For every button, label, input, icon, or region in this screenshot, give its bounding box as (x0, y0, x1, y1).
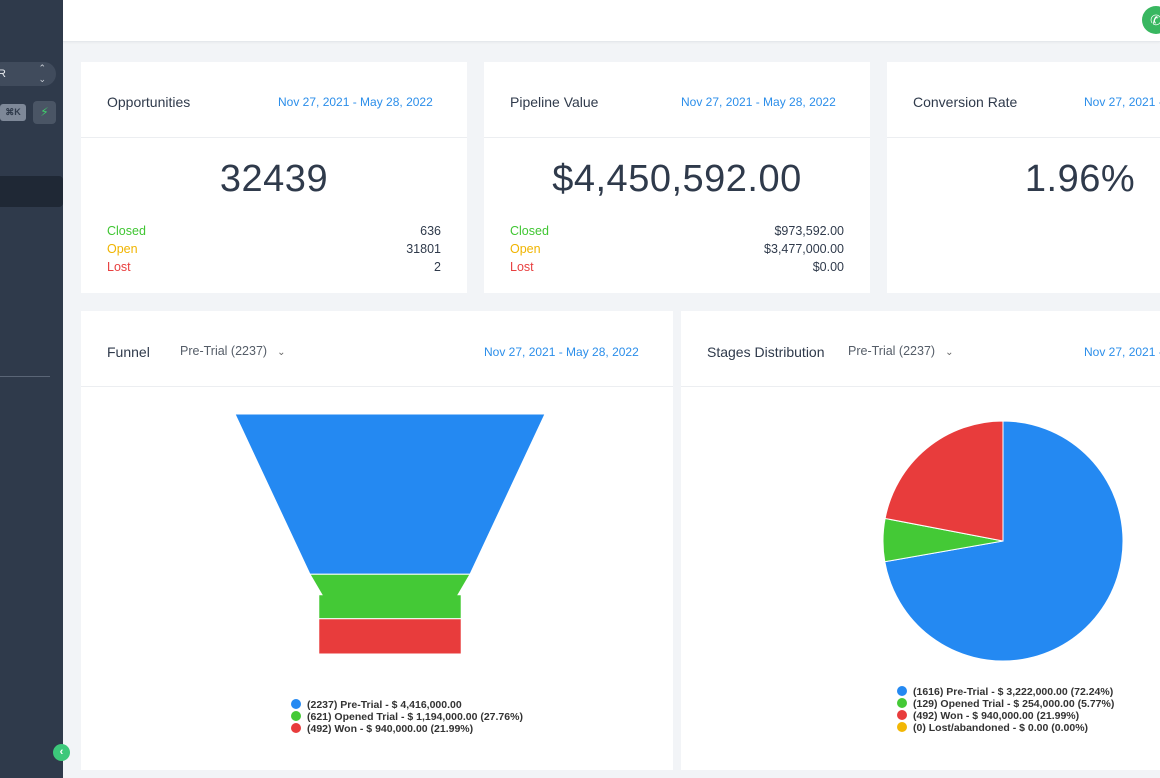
legend-item: (492) Won - $ 940,000.00 (21.99%) (897, 710, 1114, 722)
legend-dot (897, 722, 907, 732)
card-header: Stages Distribution Pre-Trial (2237) ⌄ No… (681, 311, 1160, 387)
stat-value: $0.00 (812, 260, 844, 274)
stat-label: Lost (510, 260, 534, 274)
stat-label: Lost (107, 260, 131, 274)
legend-label: (492) Won - $ 940,000.00 (21.99%) (913, 710, 1080, 722)
legend-dot (897, 710, 907, 720)
stat-value: 636 (420, 224, 441, 238)
opportunities-total: 32439 (219, 158, 329, 200)
funnel-segment[interactable] (318, 618, 462, 655)
location-label: R (0, 68, 6, 80)
stat-row-lost: Lost 2 (107, 260, 441, 278)
chevron-down-icon: ⌄ (38, 74, 46, 84)
card-title: Conversion Rate (913, 94, 1018, 110)
stat-label: Closed (510, 224, 549, 238)
pipeline-total: $4,450,592.00 (552, 158, 802, 200)
legend-item: (129) Opened Trial - $ 254,000.00 (5.77%… (897, 698, 1114, 710)
funnel-segment[interactable] (234, 413, 546, 575)
funnel-chart (234, 413, 546, 655)
legend-label: (0) Lost/abandoned - $ 0.00 (0.00%) (913, 722, 1089, 734)
date-range-picker[interactable]: Nov 27, 2021 - May 28, 2022 (1084, 95, 1160, 109)
pipeline-dropdown-value: Pre-Trial (2237) (180, 344, 268, 358)
card-header: Conversion Rate Nov 27, 2021 - May 28, 2… (887, 62, 1160, 138)
date-range-picker[interactable]: Nov 27, 2021 - May 28, 2022 (681, 95, 836, 109)
funnel-segment[interactable] (309, 573, 471, 620)
card-title: Funnel (107, 344, 150, 360)
collapse-sidebar-button[interactable]: ‹ (53, 744, 70, 761)
legend-label: (621) Opened Trial - $ 1,194,000.00 (27.… (307, 711, 523, 723)
date-range-picker[interactable]: Nov 27, 2021 - May 28, 2022 (484, 345, 639, 359)
legend-label: (129) Opened Trial - $ 254,000.00 (5.77%… (913, 698, 1115, 710)
stat-value: $973,592.00 (774, 224, 844, 238)
date-range-picker[interactable]: Nov 27, 2021 - May 28, 2022 (278, 95, 433, 109)
stages-distribution-card: Stages Distribution Pre-Trial (2237) ⌄ No… (681, 311, 1160, 770)
phone-icon: ✆ (1150, 12, 1160, 28)
date-range-picker[interactable]: Nov 27, 2021 - May 28, 2022 (1084, 345, 1160, 359)
legend-dot (291, 711, 301, 721)
funnel-card: Funnel Pre-Trial (2237) ⌄ Nov 27, 2021 - … (81, 311, 673, 770)
stat-row-lost: Lost $0.00 (510, 260, 844, 278)
stat-value: 2 (434, 260, 441, 274)
pipeline-dropdown[interactable]: Pre-Trial (2237) ⌄ (848, 344, 953, 358)
sidebar-divider (0, 376, 50, 377)
pipeline-dropdown[interactable]: Pre-Trial (2237) ⌄ (180, 344, 285, 358)
stat-label: Open (107, 242, 138, 256)
pipeline-value-card: Pipeline Value Nov 27, 2021 - May 28, 20… (484, 62, 870, 293)
stat-label: Open (510, 242, 541, 256)
card-title: Pipeline Value (510, 94, 599, 110)
pie-chart (882, 420, 1124, 662)
pie-legend: (1616) Pre-Trial - $ 3,222,000.00 (72.24… (897, 686, 1114, 734)
stat-row-closed: Closed $973,592.00 (510, 224, 844, 242)
stat-row-open: Open 31801 (107, 242, 441, 260)
pipeline-dropdown-value: Pre-Trial (2237) (848, 344, 936, 358)
funnel-legend: (2237) Pre-Trial - $ 4,416,000.00 (621) … (291, 699, 523, 735)
legend-dot (897, 686, 907, 696)
legend-label: (492) Won - $ 940,000.00 (21.99%) (307, 723, 474, 735)
legend-label: (2237) Pre-Trial - $ 4,416,000.00 (307, 699, 462, 711)
legend-item: (2237) Pre-Trial - $ 4,416,000.00 (291, 699, 523, 711)
legend-item: (621) Opened Trial - $ 1,194,000.00 (27.… (291, 711, 523, 723)
command-shortcut-badge[interactable]: ⌘K (0, 104, 26, 121)
stat-value: 31801 (406, 242, 441, 256)
card-title: Opportunities (107, 94, 191, 110)
conversion-rate-value: 1.96% (1024, 158, 1136, 200)
chevron-down-icon: ⌄ (945, 347, 954, 358)
chevron-down-icon: ⌄ (277, 347, 286, 358)
pie-slice[interactable] (884, 420, 1004, 542)
legend-dot (291, 699, 301, 709)
legend-item: (0) Lost/abandoned - $ 0.00 (0.00%) (897, 722, 1114, 734)
card-header: Funnel Pre-Trial (2237) ⌄ Nov 27, 2021 - … (81, 311, 673, 387)
top-bar: ✆ (63, 0, 1160, 42)
legend-dot (897, 698, 907, 708)
stat-value: $3,477,000.00 (764, 242, 844, 256)
opportunities-card: Opportunities Nov 27, 2021 - May 28, 202… (81, 62, 467, 293)
legend-item: (492) Won - $ 940,000.00 (21.99%) (291, 723, 523, 735)
pie-slice[interactable] (884, 420, 1124, 662)
sidebar-item-active[interactable] (0, 176, 63, 207)
chevron-left-icon: ‹ (59, 746, 64, 758)
location-switcher[interactable]: R ⌃ ⌄ (0, 62, 56, 86)
card-title: Stages Distribution (707, 344, 825, 360)
bolt-icon: ⚡︎ (40, 105, 49, 119)
chevron-up-icon: ⌃ (38, 63, 46, 73)
conversion-rate-card: Conversion Rate Nov 27, 2021 - May 28, 2… (887, 62, 1160, 293)
phone-button[interactable]: ✆ (1142, 6, 1160, 34)
legend-item: (1616) Pre-Trial - $ 3,222,000.00 (72.24… (897, 686, 1114, 698)
stat-row-open: Open $3,477,000.00 (510, 242, 844, 260)
quick-actions-button[interactable]: ⚡︎ (33, 101, 56, 124)
legend-dot (291, 723, 301, 733)
legend-label: (1616) Pre-Trial - $ 3,222,000.00 (72.24… (913, 686, 1114, 698)
card-header: Opportunities Nov 27, 2021 - May 28, 202… (81, 62, 467, 138)
card-header: Pipeline Value Nov 27, 2021 - May 28, 20… (484, 62, 870, 138)
stat-row-closed: Closed 636 (107, 224, 441, 242)
stat-label: Closed (107, 224, 146, 238)
sidebar: R ⌃ ⌄ ⌘K ⚡︎ ‹ (0, 0, 70, 778)
